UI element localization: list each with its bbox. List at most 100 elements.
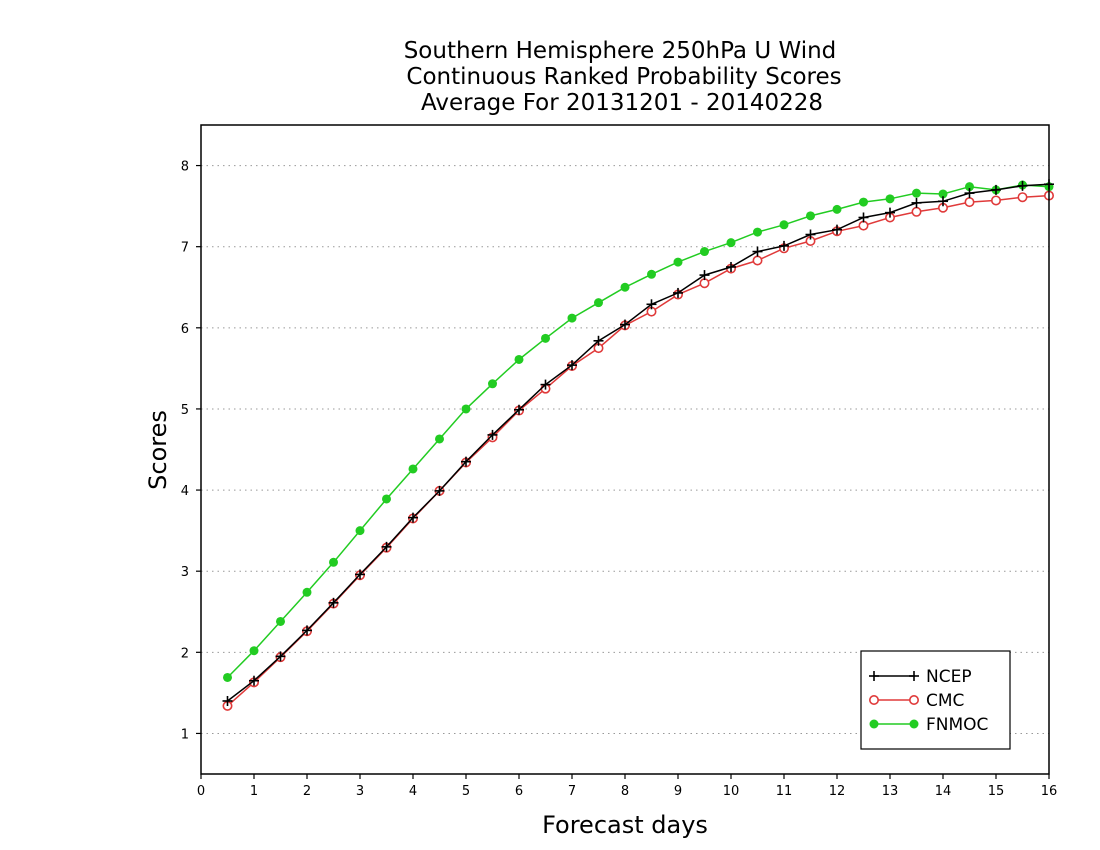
- data-point-ncep: [805, 229, 816, 240]
- legend-label-fnmoc: FNMOC: [926, 715, 988, 735]
- x-tick-label: 0: [197, 784, 205, 799]
- data-point-fnmoc: [249, 646, 259, 656]
- data-point-fnmoc: [382, 494, 391, 504]
- y-tick-label: 3: [181, 565, 189, 580]
- x-tick-label: 16: [1041, 784, 1058, 799]
- data-point-ncep: [885, 207, 895, 218]
- legend-marker-fnmoc: [869, 719, 879, 729]
- data-point-ncep: [302, 625, 312, 636]
- legend-marker-cmc: [908, 694, 919, 705]
- data-point-ncep: [593, 335, 604, 346]
- data-point-fnmoc: [620, 282, 630, 292]
- x-tick-label: 14: [935, 784, 952, 799]
- data-point-fnmoc: [488, 379, 497, 389]
- data-point-ncep: [567, 360, 577, 371]
- data-point-fnmoc: [355, 526, 365, 536]
- series-ncep: [222, 179, 1054, 706]
- x-tick-label: 9: [674, 784, 682, 799]
- series-layer: [222, 179, 1055, 711]
- data-point-cmc: [1017, 192, 1028, 203]
- data-point-fnmoc: [859, 197, 868, 207]
- x-tick-label: 4: [409, 784, 417, 799]
- data-point-ncep: [540, 379, 551, 390]
- data-point-ncep: [434, 485, 445, 496]
- data-point-fnmoc: [726, 238, 736, 248]
- data-point-fnmoc: [938, 189, 948, 199]
- data-point-ncep: [408, 512, 418, 523]
- data-point-ncep: [726, 261, 736, 272]
- legend-marker-ncep: [869, 671, 879, 681]
- data-point-fnmoc: [223, 672, 232, 682]
- legend-label-cmc: CMC: [926, 691, 964, 711]
- chart-title: Southern Hemisphere 250hPa U Wind Contin…: [404, 38, 842, 116]
- data-point-cmc: [858, 220, 869, 231]
- legend-item-ncep: NCEP: [869, 667, 972, 687]
- legend-marker-ncep: [909, 671, 919, 681]
- x-tick-label: 13: [882, 784, 899, 799]
- data-point-fnmoc: [779, 220, 789, 230]
- x-tick-label: 7: [568, 784, 576, 799]
- data-point-ncep: [275, 651, 286, 662]
- y-tick-label: 6: [181, 322, 189, 337]
- grid-lines: [201, 165, 1049, 734]
- legend-marker-fnmoc: [909, 719, 919, 729]
- data-point-fnmoc: [753, 227, 762, 237]
- data-point-ncep: [514, 404, 524, 415]
- legend-marker-cmc: [868, 694, 879, 705]
- series-line-fnmoc: [226, 184, 1050, 679]
- data-point-ncep: [355, 569, 365, 580]
- data-point-ncep: [222, 695, 233, 706]
- series-line-cmc: [227, 194, 1050, 707]
- data-point-ncep: [1017, 180, 1028, 191]
- x-tick-label: 11: [776, 784, 793, 799]
- data-point-ncep: [620, 319, 630, 330]
- data-point-ncep: [461, 456, 471, 467]
- x-tick-label: 6: [515, 784, 523, 799]
- legend-item-cmc: CMC: [868, 691, 964, 711]
- data-point-fnmoc: [965, 182, 974, 192]
- data-point-ncep: [646, 299, 657, 310]
- series-fnmoc: [223, 180, 1054, 682]
- title-line-1: Southern Hemisphere 250hPa U Wind: [404, 38, 837, 64]
- data-point-ncep: [779, 240, 789, 251]
- data-point-ncep: [938, 196, 948, 207]
- data-point-fnmoc: [541, 333, 550, 343]
- legend: NCEP CMC FNMOC: [860, 650, 1011, 750]
- data-point-fnmoc: [567, 313, 577, 323]
- x-tick-label: 8: [621, 784, 629, 799]
- data-point-fnmoc: [885, 194, 895, 204]
- x-tick-label: 2: [303, 784, 311, 799]
- data-point-cmc: [964, 197, 975, 208]
- data-point-cmc: [752, 255, 763, 266]
- data-point-cmc: [990, 195, 1001, 206]
- legend-item-fnmoc: FNMOC: [869, 715, 988, 735]
- data-point-ncep: [381, 541, 392, 552]
- data-point-fnmoc: [700, 247, 709, 257]
- x-tick-label: 10: [723, 784, 740, 799]
- data-point-fnmoc: [435, 434, 444, 444]
- data-point-ncep: [991, 184, 1001, 195]
- data-point-fnmoc: [647, 269, 656, 279]
- y-tick-label: 4: [181, 484, 189, 499]
- x-tick-label: 12: [829, 784, 846, 799]
- x-axis-label: Forecast days: [542, 811, 708, 839]
- data-point-fnmoc: [594, 298, 603, 308]
- data-point-fnmoc: [461, 404, 471, 414]
- data-point-ncep: [858, 212, 869, 223]
- y-tick-label: 1: [181, 727, 189, 742]
- title-line-2: Continuous Ranked Probability Scores: [406, 64, 841, 90]
- data-point-ncep: [832, 224, 842, 235]
- data-point-fnmoc: [408, 464, 418, 474]
- legend-label-ncep: NCEP: [926, 667, 972, 687]
- data-point-fnmoc: [832, 204, 842, 214]
- data-point-cmc: [911, 206, 922, 217]
- y-tick-label: 7: [181, 241, 189, 256]
- data-point-fnmoc: [302, 587, 312, 597]
- data-point-ncep: [911, 197, 922, 208]
- data-point-fnmoc: [806, 211, 815, 221]
- data-point-ncep: [752, 246, 763, 257]
- y-tick-label: 2: [181, 646, 189, 661]
- title-line-3: Average For 20131201 - 20140228: [421, 90, 823, 116]
- y-tick-label: 5: [181, 403, 189, 418]
